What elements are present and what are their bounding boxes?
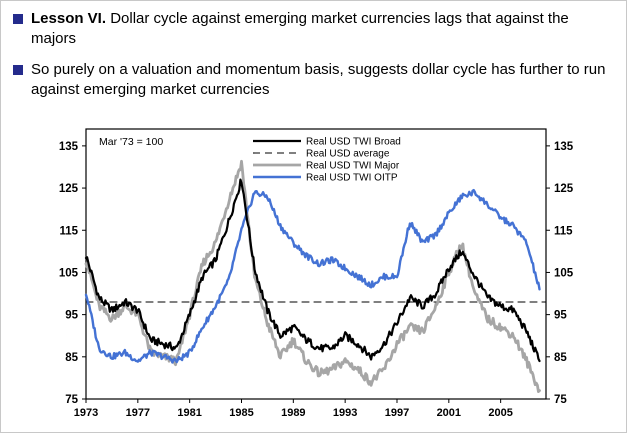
y-axis-label-right: 75 [554, 394, 567, 406]
y-axis-label-left: 85 [65, 352, 78, 364]
y-axis-label-right: 125 [554, 183, 574, 195]
x-axis-label: 2005 [488, 407, 512, 419]
x-axis-label: 1997 [385, 407, 409, 419]
x-axis-label: 2001 [437, 407, 461, 419]
y-axis-label-left: 115 [59, 225, 78, 237]
bullet-square-icon [13, 14, 23, 24]
y-axis-label-right: 115 [554, 225, 573, 237]
x-axis-label: 1985 [229, 407, 253, 419]
chart-annotation: Mar '73 = 100 [99, 136, 163, 148]
y-axis-label-left: 125 [59, 183, 79, 195]
bullet-2: So purely on a valuation and momentum ba… [13, 60, 612, 101]
y-axis-label-left: 135 [59, 141, 79, 153]
usd-twi-chart: 75 75 85 85 95 95 105 105 115 115 125 125 135 135 1973… [1, 113, 627, 434]
bullet-2-text: So purely on a valuation and momentum ba… [31, 60, 606, 98]
bullet-1-rest: Dollar cycle against emerging market cur… [31, 10, 569, 48]
y-axis-label-right: 105 [554, 267, 574, 279]
series-line-real-usd-twi-broad [84, 178, 541, 363]
bullet-1: Lesson VI. Dollar cycle against emerging… [13, 9, 612, 50]
x-axis-label: 1973 [74, 407, 98, 419]
x-axis-label: 1993 [333, 407, 357, 419]
legend-label: Real USD TWI Major [306, 161, 400, 172]
y-axis-label-right: 135 [554, 141, 574, 153]
bullet-square-icon [13, 64, 23, 75]
y-axis-label-left: 105 [59, 267, 79, 279]
bullet-1-lead: Lesson VI. [31, 10, 107, 27]
x-axis-label: 1989 [281, 407, 305, 419]
x-axis-label: 1981 [177, 407, 201, 419]
slide-bullets: Lesson VI. Dollar cycle against emerging… [1, 1, 626, 100]
y-axis-label-left: 95 [65, 310, 78, 322]
bullet-1-text: Lesson VI. Dollar cycle against emerging… [31, 9, 612, 50]
legend-label: Real USD average [306, 149, 390, 160]
x-axis-label: 1977 [126, 407, 150, 419]
legend-label: Real USD TWI Broad [306, 137, 401, 148]
y-axis-label-right: 85 [554, 352, 567, 364]
y-axis-label-left: 75 [65, 394, 78, 406]
y-axis-label-right: 95 [554, 310, 567, 322]
series-line-real-usd-twi-oitp [84, 188, 541, 364]
chart-svg: 75 75 85 85 95 95 105 105 115 115 125 125 135 135 1973… [59, 128, 574, 419]
legend-label: Real USD TWI OITP [306, 173, 398, 184]
